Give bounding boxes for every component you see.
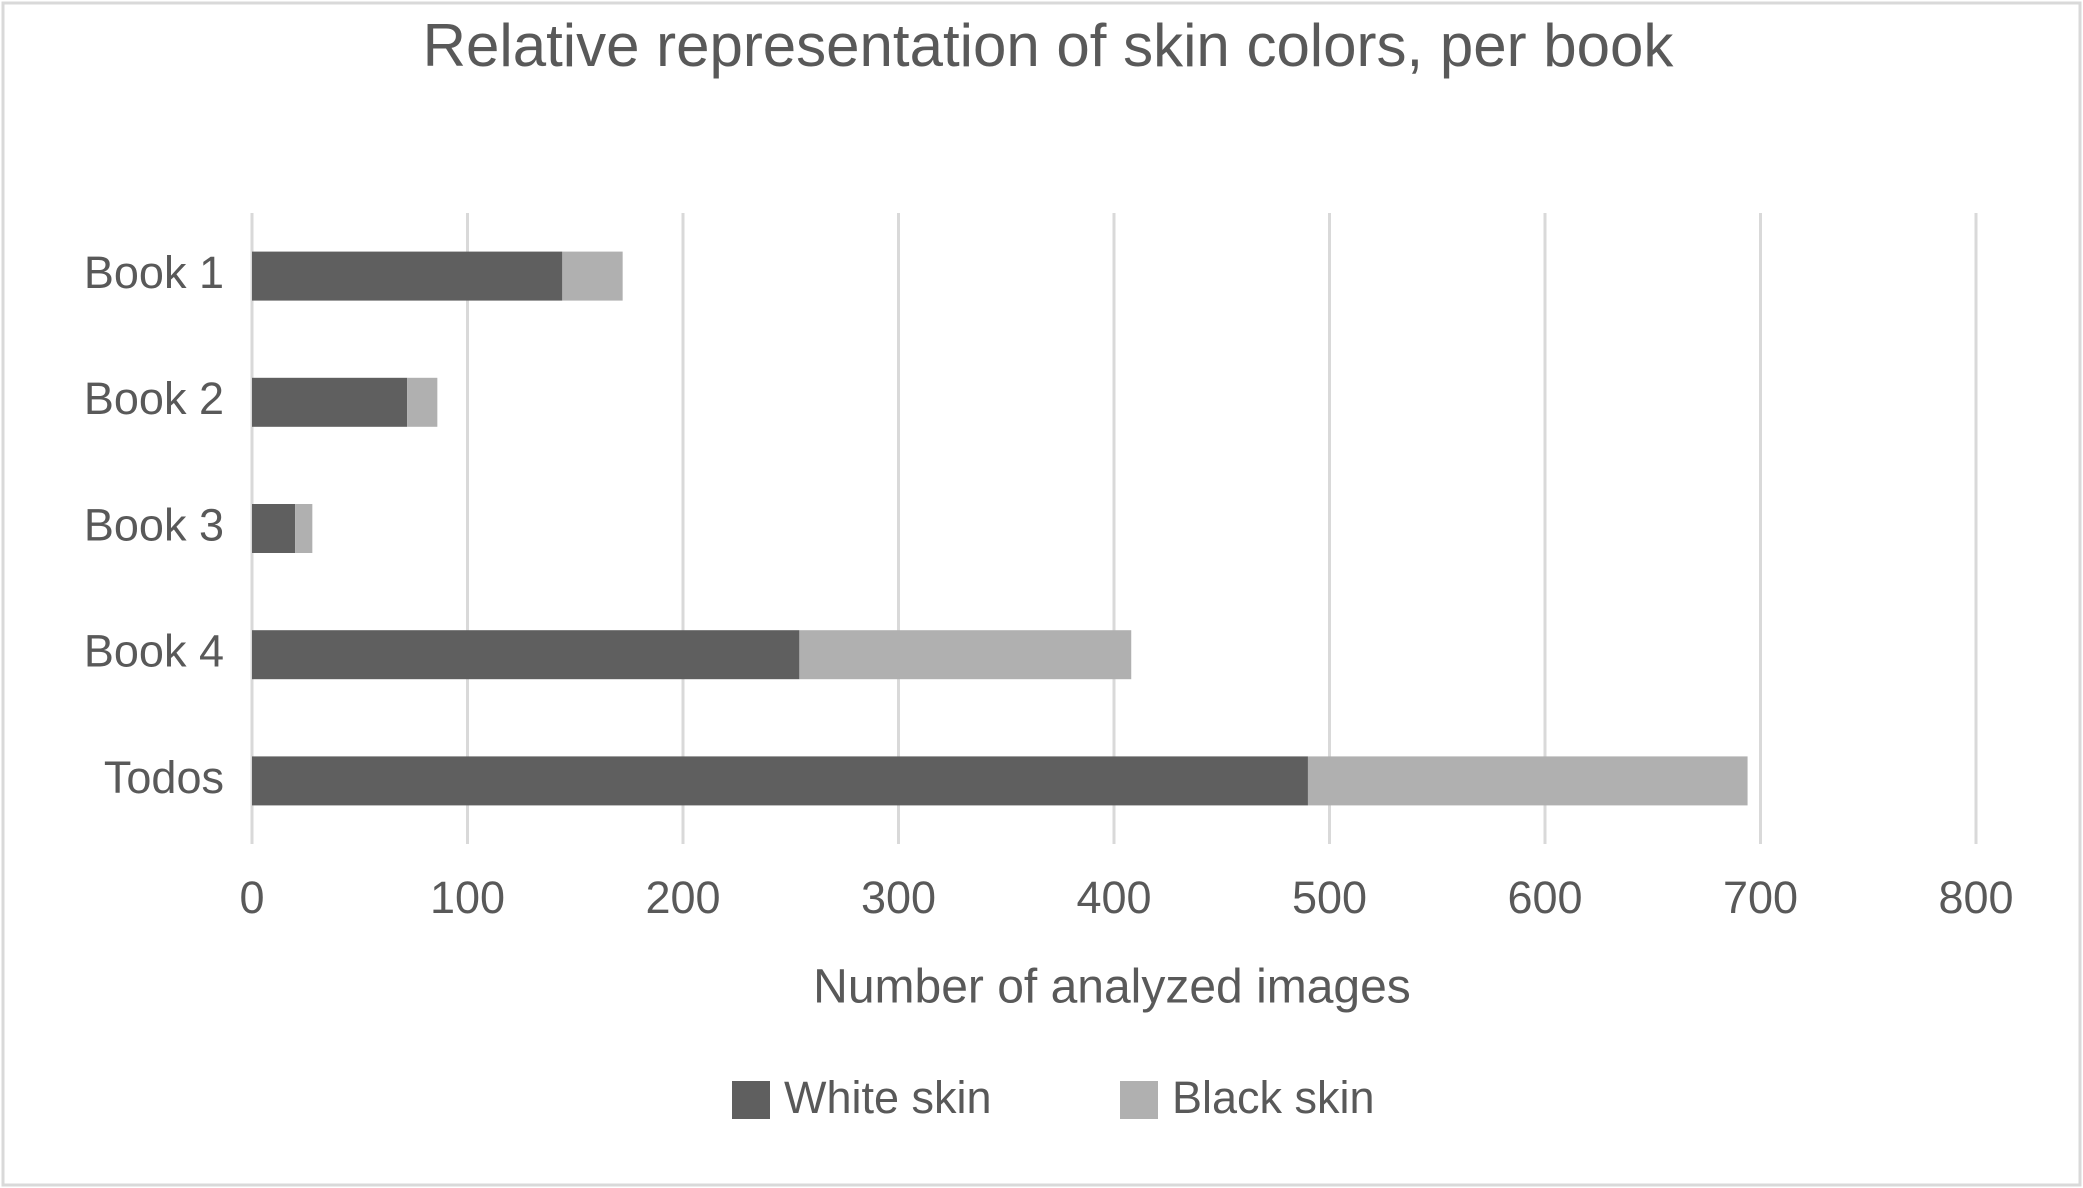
x-tick-label: 100 <box>430 872 505 923</box>
legend-swatch <box>1120 1081 1158 1119</box>
bar-segment <box>799 630 1132 680</box>
legend-label: Black skin <box>1172 1072 1375 1123</box>
bar-segment <box>295 504 313 553</box>
bar-segment <box>252 756 1308 806</box>
chart-title: Relative representation of skin colors, … <box>423 12 1675 79</box>
x-tick-label: 300 <box>861 872 936 923</box>
legend-label: White skin <box>784 1072 992 1123</box>
x-tick-label: 600 <box>1507 872 1582 923</box>
bar-segment <box>252 251 563 301</box>
bar-segment <box>407 377 438 427</box>
x-axis-label: Number of analyzed images <box>813 961 1411 1014</box>
y-tick-label: Todos <box>104 752 224 803</box>
x-tick-label: 400 <box>1076 872 1151 923</box>
x-tick-label: 0 <box>239 872 264 923</box>
bar-segment <box>252 504 296 553</box>
y-tick-label: Book 1 <box>84 247 224 298</box>
legend-swatch <box>732 1081 770 1119</box>
bar-segment <box>252 630 800 680</box>
y-tick-label: Book 2 <box>84 373 224 424</box>
x-tick-label: 800 <box>1938 872 2013 923</box>
x-tick-label: 500 <box>1292 872 1367 923</box>
x-tick-label: 200 <box>645 872 720 923</box>
bar-segment <box>1307 756 1748 806</box>
x-tick-label: 700 <box>1723 872 1798 923</box>
bar-segment <box>562 251 623 301</box>
y-tick-label: Book 4 <box>84 626 224 677</box>
bar-segment <box>252 377 408 427</box>
y-tick-label: Book 3 <box>84 499 224 550</box>
